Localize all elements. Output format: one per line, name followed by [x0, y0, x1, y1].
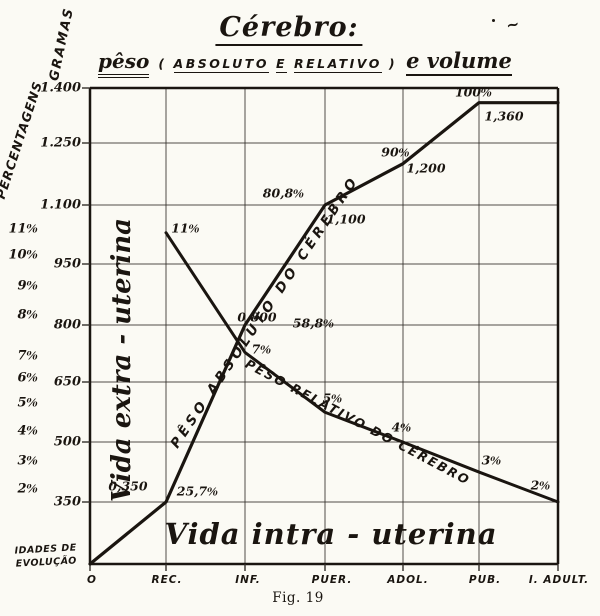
- percent-tick-label: 2⁰⁄₀: [17, 481, 38, 497]
- percent-tick-label: 5⁰⁄₀: [17, 395, 38, 411]
- subtitle-peso: pêso: [98, 49, 150, 78]
- percent-tick-label: 3⁰⁄₀: [17, 453, 38, 469]
- percent-tick-label: 6⁰⁄₀: [17, 370, 38, 386]
- data-label: 1,360: [484, 108, 524, 124]
- data-label: 1,100: [326, 211, 366, 227]
- gram-tick-label: 1.400: [40, 80, 81, 96]
- x-tick-label: PUB.: [468, 574, 502, 586]
- gram-tick-label: 950: [53, 256, 81, 272]
- data-label: 2⁰⁄₀: [530, 477, 550, 493]
- percent-tick-label: 8⁰⁄₀: [17, 307, 38, 323]
- chart-subtitle: pêso ( ABSOLUTO E RELATIVO ) e volume: [98, 48, 512, 78]
- gram-tick-label: 650: [53, 374, 81, 390]
- data-label: 3⁰⁄₀: [481, 452, 501, 468]
- gram-tick-label: 1.250: [40, 135, 81, 151]
- percent-tick-label: 4⁰⁄₀: [17, 423, 38, 439]
- subtitle-e: E: [275, 56, 287, 73]
- gram-tick-label: 500: [53, 434, 81, 450]
- curve-absolute-weight: [88, 101, 560, 566]
- data-label: 90⁰⁄₀: [381, 144, 409, 160]
- stray-ink-dot: [492, 19, 495, 22]
- phase-label-intra-uterina: Vida intra - uterina: [164, 517, 498, 551]
- data-label: 4⁰⁄₀: [391, 419, 411, 435]
- data-label: 5⁰⁄₀: [322, 390, 342, 406]
- data-label: 1,200: [406, 160, 446, 176]
- curve-relative-weight: [164, 231, 560, 504]
- data-label: 11⁰⁄₀: [171, 220, 199, 236]
- paren-close: ): [388, 56, 398, 71]
- x-tick-label: O: [87, 574, 97, 586]
- percent-tick-label: 11⁰⁄₀: [8, 221, 37, 237]
- data-label: 58,8⁰⁄₀: [292, 315, 334, 331]
- percent-tick-label: 9⁰⁄₀: [17, 278, 38, 294]
- x-tick-label: PUER.: [311, 574, 353, 586]
- percent-tick-label: 7⁰⁄₀: [17, 348, 38, 364]
- data-label: 80,8⁰⁄₀: [262, 185, 304, 201]
- data-label: 100⁰⁄₀: [454, 84, 492, 100]
- x-tick-label: I. ADULT.: [528, 574, 590, 586]
- gram-tick-label: 800: [53, 317, 81, 333]
- subtitle-relativo: RELATIVO: [294, 56, 382, 73]
- x-tick-label: REC.: [151, 574, 183, 586]
- gram-tick-label: 1.100: [40, 197, 81, 213]
- data-label: 25,7⁰⁄₀: [176, 483, 218, 499]
- phase-label-extra-uterina: Vida extra - uterina: [107, 218, 137, 502]
- paren-open: (: [158, 56, 167, 71]
- data-label: 7⁰⁄₀: [251, 341, 271, 357]
- page-title: Cérebro:: [215, 12, 363, 46]
- subtitle-volume: e volume: [406, 48, 512, 76]
- percent-tick-label: 10⁰⁄₀: [8, 247, 37, 263]
- x-tick-label: INF.: [235, 574, 261, 586]
- data-label: 0,800: [237, 309, 277, 325]
- gram-tick-label: 350: [53, 494, 81, 510]
- x-axis-title: IDADES DE EVOLUÇÃO: [0, 541, 91, 572]
- subtitle-parenthetical: ( ABSOLUTO E RELATIVO ): [158, 56, 397, 73]
- x-tick-label: ADOL.: [387, 574, 429, 586]
- figure-caption: Fig. 19: [272, 590, 324, 606]
- data-label: 0,350: [108, 478, 148, 494]
- subtitle-absoluto: ABSOLUTO: [173, 56, 269, 73]
